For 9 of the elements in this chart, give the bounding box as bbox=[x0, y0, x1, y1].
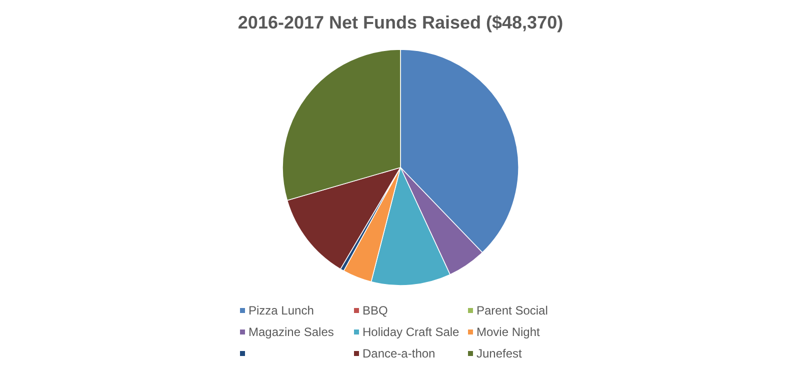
chart-title: 2016-2017 Net Funds Raised ($48,370) bbox=[238, 12, 564, 32]
legend-label: Junefest bbox=[476, 346, 523, 360]
legend-label: Dance-a-thon bbox=[362, 346, 436, 360]
legend-label: Pizza Lunch bbox=[248, 304, 314, 318]
legend-label: Magazine Sales bbox=[248, 325, 334, 339]
legend-label: BBQ bbox=[362, 304, 388, 318]
legend-label: Movie Night bbox=[476, 325, 541, 339]
legend-label: Holiday Craft Sale bbox=[362, 325, 460, 339]
legend-label: Parent Social bbox=[476, 304, 548, 318]
